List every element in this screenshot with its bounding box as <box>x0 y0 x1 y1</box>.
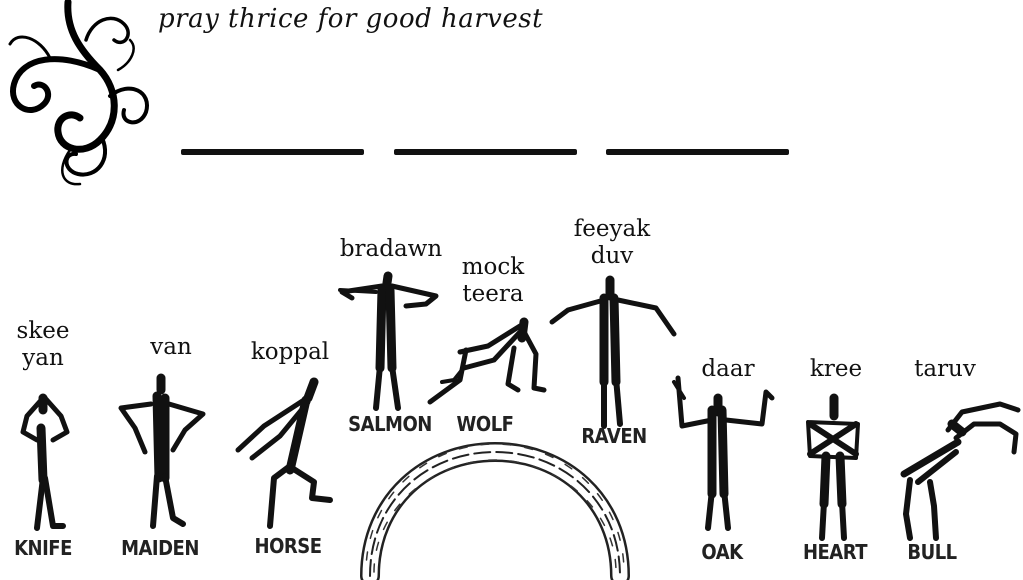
heart-pose-figure[interactable] <box>800 393 870 544</box>
pose-name-horse: koppal <box>250 339 330 365</box>
pose-name-wolf: mock teera <box>461 254 525 307</box>
raven-pose-figure[interactable] <box>548 275 678 429</box>
bull-pose-figure[interactable] <box>900 401 1021 542</box>
pose-name-maiden: van <box>150 334 192 360</box>
pose-caption-maiden: MAIDEN <box>121 536 199 561</box>
pose-caption-wolf: WOLF <box>456 412 514 437</box>
answer-blank-2[interactable] <box>394 149 577 155</box>
pose-caption-salmon: SALMON <box>348 412 432 437</box>
maiden-pose-figure[interactable] <box>115 373 206 529</box>
horse-pose-figure[interactable] <box>234 374 334 534</box>
wolf-pose-figure[interactable] <box>426 317 547 408</box>
answer-blank-1[interactable] <box>181 149 364 155</box>
oak-pose-figure[interactable] <box>666 375 786 531</box>
knife-pose-figure[interactable] <box>5 388 85 531</box>
pose-caption-horse: HORSE <box>254 534 323 559</box>
answer-blank-3[interactable] <box>606 149 789 155</box>
swirl-vine-icon <box>8 0 149 186</box>
pose-caption-knife: KNIFE <box>14 536 72 561</box>
salmon-pose-figure[interactable] <box>336 262 446 412</box>
pose-name-knife: skee yan <box>16 318 70 371</box>
pose-caption-heart: HEART <box>802 540 868 565</box>
pose-name-oak: daar <box>701 356 755 382</box>
pose-caption-raven: RAVEN <box>581 424 647 449</box>
page-title: pray thrice for good harvest <box>158 4 544 34</box>
pose-name-salmon: bradawn <box>339 236 443 262</box>
pose-caption-oak: OAK <box>701 540 743 565</box>
pose-caption-bull: BULL <box>907 540 957 565</box>
pose-name-heart: kree <box>809 356 863 382</box>
braided-arch-icon <box>360 441 630 580</box>
pose-name-raven: feeyak duv <box>573 216 651 269</box>
pose-name-bull: taruv <box>914 356 976 382</box>
